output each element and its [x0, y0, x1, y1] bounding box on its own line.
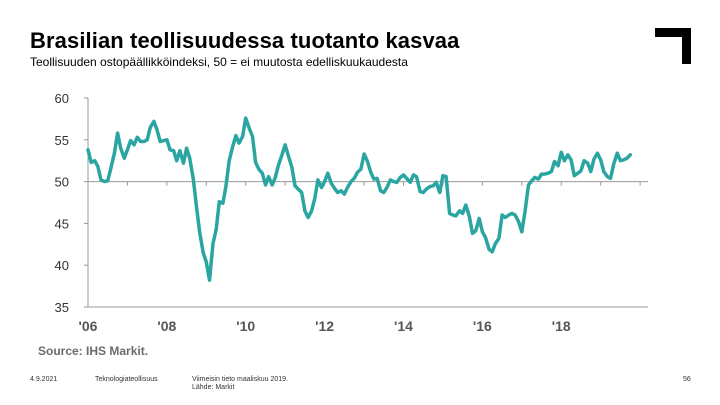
y-tick-label: 55: [55, 133, 69, 148]
x-tick-label: '18: [552, 318, 571, 334]
footer-note: Viimeisin tieto maaliskuu 2019. Lähde: M…: [192, 376, 288, 392]
brand-logo: [655, 28, 691, 64]
footer-note-line2: Lähde: Markit: [192, 384, 235, 391]
page-number: 56: [683, 376, 691, 383]
x-tick-label: '14: [394, 318, 413, 334]
y-tick-label: 50: [55, 175, 69, 190]
y-tick-label: 35: [55, 300, 69, 315]
x-tick-label: '06: [79, 318, 98, 334]
footer-note-line1: Viimeisin tieto maaliskuu 2019.: [192, 376, 288, 383]
x-tick-label: '12: [315, 318, 334, 334]
footer-organization: Teknologiateollisuus: [95, 376, 158, 383]
y-tick-label: 40: [55, 258, 69, 273]
footer-date: 4.9.2021: [30, 376, 58, 383]
y-tick-label: 60: [55, 91, 69, 106]
source-note: Source: IHS Markit.: [38, 344, 149, 358]
page-title: Brasilian teollisuudessa tuotanto kasvaa: [30, 28, 460, 53]
series-line-pmi: [86, 116, 633, 282]
x-tick-label: '10: [236, 318, 255, 334]
y-tick-label: 45: [55, 216, 69, 231]
x-tick-label: '08: [157, 318, 176, 334]
chart-subtitle: Teollisuuden ostopäällikköindeksi, 50 = …: [30, 55, 408, 69]
x-tick-label: '16: [473, 318, 492, 334]
